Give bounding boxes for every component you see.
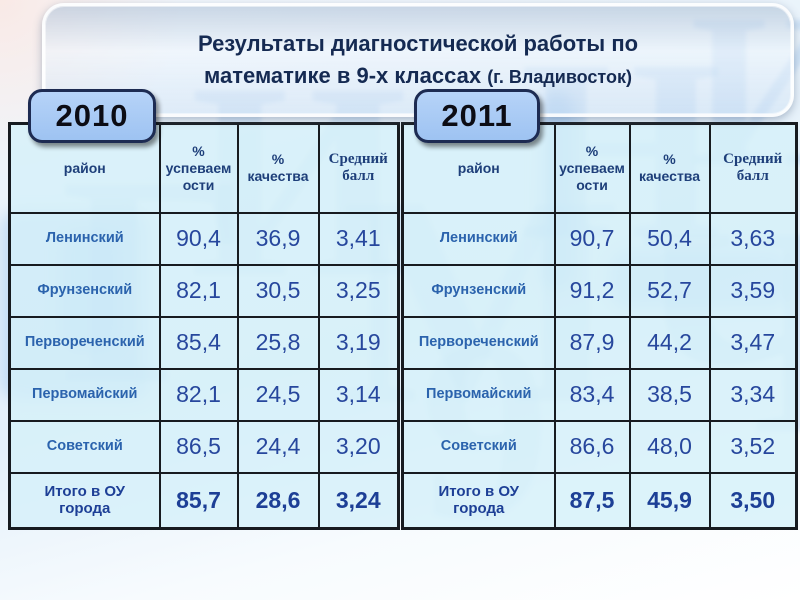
district-name-cell: Советский — [8, 419, 161, 474]
table-total-row: Итого в ОУ города 87,5 45,9 3,50 — [401, 471, 798, 530]
table-row: Первореченский 87,9 44,2 3,47 — [401, 315, 798, 370]
avg-score-cell: 3,41 — [317, 211, 400, 266]
pass-rate-cell: 86,6 — [553, 419, 631, 474]
results-table-2011-wrap: район % успеваемости % качества Средний … — [401, 122, 798, 530]
quality-cell: 44,2 — [628, 315, 711, 370]
total-label-cell: Итого в ОУ города — [401, 471, 556, 530]
table-row: Ленинский 90,7 50,4 3,63 — [401, 211, 798, 266]
pass-rate-cell: 85,7 — [158, 471, 239, 530]
quality-cell: 45,9 — [628, 471, 711, 530]
avg-score-cell: 3,24 — [317, 471, 400, 530]
total-label-cell: Итого в ОУ города — [8, 471, 161, 530]
table-row: Ленинский 90,4 36,9 3,41 — [8, 211, 400, 266]
table-row: Первореченский 85,4 25,8 3,19 — [8, 315, 400, 370]
district-name-cell: Первомайский — [401, 367, 556, 422]
avg-score-cell: 3,52 — [708, 419, 798, 474]
table-row: Фрунзенский 91,2 52,7 3,59 — [401, 263, 798, 318]
table-row: Первомайский 83,4 38,5 3,34 — [401, 367, 798, 422]
quality-cell: 24,5 — [236, 367, 320, 422]
district-name-cell: Первореченский — [8, 315, 161, 370]
quality-cell: 25,8 — [236, 315, 320, 370]
table-total-row: Итого в ОУ города 85,7 28,6 3,24 — [8, 471, 400, 530]
district-name-cell: Фрунзенский — [8, 263, 161, 318]
district-name-cell: Ленинский — [8, 211, 161, 266]
avg-score-cell: 3,34 — [708, 367, 798, 422]
district-name-cell: Первореченский — [401, 315, 556, 370]
quality-cell: 30,5 — [236, 263, 320, 318]
pass-rate-cell: 82,1 — [158, 367, 239, 422]
quality-cell: 48,0 — [628, 419, 711, 474]
slide-title-city-suffix: (г. Владивосток) — [487, 66, 632, 87]
pass-rate-cell: 91,2 — [553, 263, 631, 318]
avg-score-cell: 3,25 — [317, 263, 400, 318]
column-header-pass-rate: % успеваемости — [158, 122, 239, 214]
slide-title-line2-main: математике в 9-х классах — [204, 62, 482, 88]
quality-cell: 28,6 — [236, 471, 320, 530]
pass-rate-cell: 90,4 — [158, 211, 239, 266]
column-header-pass-rate: % успеваемости — [553, 122, 631, 214]
pass-rate-cell: 86,5 — [158, 419, 239, 474]
avg-score-cell: 3,20 — [317, 419, 400, 474]
results-table-2010-wrap: район % успеваемости % качества Средний … — [8, 122, 400, 530]
results-table-2010: район % успеваемости % качества Средний … — [8, 122, 400, 530]
column-header-avg-score: Средний балл — [317, 122, 400, 214]
column-header-quality: % качества — [628, 122, 711, 214]
total-label: Итого в ОУ города — [44, 483, 126, 518]
total-label: Итого в ОУ города — [438, 483, 520, 518]
pass-rate-cell: 85,4 — [158, 315, 239, 370]
quality-cell: 24,4 — [236, 419, 320, 474]
pass-rate-cell: 83,4 — [553, 367, 631, 422]
slide-title-line1: Результаты диагностической работы по — [197, 30, 639, 56]
district-name-cell: Фрунзенский — [401, 263, 556, 318]
pass-rate-cell: 90,7 — [553, 211, 631, 266]
table-row: Первомайский 82,1 24,5 3,14 — [8, 367, 400, 422]
quality-cell: 36,9 — [236, 211, 320, 266]
quality-cell: 52,7 — [628, 263, 711, 318]
avg-score-cell: 3,59 — [708, 263, 798, 318]
year-badge-2010: 2010 — [28, 89, 156, 143]
table-row: Советский 86,6 48,0 3,52 — [401, 419, 798, 474]
quality-cell: 38,5 — [628, 367, 711, 422]
pass-rate-cell: 87,5 — [553, 471, 631, 530]
quality-cell: 50,4 — [628, 211, 711, 266]
avg-score-cell: 3,63 — [708, 211, 798, 266]
year-badge-2011: 2011 — [414, 89, 540, 143]
table-row: Фрунзенский 82,1 30,5 3,25 — [8, 263, 400, 318]
district-name-cell: Первомайский — [8, 367, 161, 422]
avg-score-cell: 3,50 — [708, 471, 798, 530]
district-name-cell: Советский — [401, 419, 556, 474]
column-header-avg-score: Средний балл — [708, 122, 798, 214]
avg-score-cell: 3,47 — [708, 315, 798, 370]
district-name-cell: Ленинский — [401, 211, 556, 266]
avg-score-cell: 3,19 — [317, 315, 400, 370]
pass-rate-cell: 87,9 — [553, 315, 631, 370]
pass-rate-cell: 82,1 — [158, 263, 239, 318]
results-table-2011: район % успеваемости % качества Средний … — [401, 122, 798, 530]
avg-score-cell: 3,14 — [317, 367, 400, 422]
column-header-quality: % качества — [236, 122, 320, 214]
slide-title-line2: математике в 9-х классах (г. Владивосток… — [204, 60, 632, 93]
table-row: Советский 86,5 24,4 3,20 — [8, 419, 400, 474]
